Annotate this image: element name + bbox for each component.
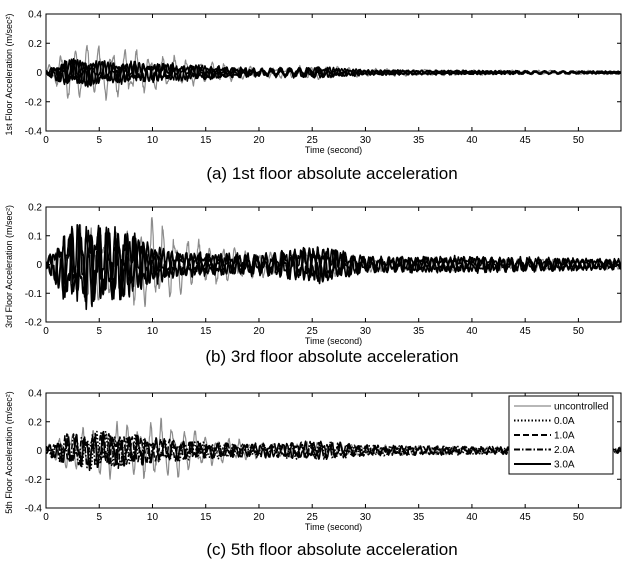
y-tick-label: -0.2: [25, 318, 43, 329]
x-tick-label: 50: [573, 512, 585, 523]
y-axis-label-c: 5th Floor Acceleration (m/sec²): [4, 391, 14, 514]
x-tick-label: 5: [96, 135, 102, 146]
x-tick-label: 20: [253, 135, 265, 146]
x-tick-label: 25: [307, 135, 319, 146]
legend-label-0.0A: 0.0A: [554, 416, 575, 427]
x-tick-label: 0: [43, 326, 49, 337]
x-tick-label: 10: [147, 326, 159, 337]
caption-b: (b) 3rd floor absolute acceleration: [205, 347, 459, 366]
x-tick-label: 40: [466, 512, 478, 523]
y-tick-label: 0.2: [28, 417, 42, 428]
legend-label-2.0A: 2.0A: [554, 445, 575, 456]
x-tick-label: 30: [360, 512, 372, 523]
series-3.0A-b: [46, 224, 621, 303]
y-tick-label: 0.1: [28, 231, 42, 242]
y-tick-label: 0: [36, 68, 42, 79]
x-tick-label: 20: [253, 512, 265, 523]
x-tick-label: 15: [200, 135, 212, 146]
x-tick-label: 0: [43, 135, 49, 146]
x-tick-label: 40: [466, 326, 478, 337]
series-group-b: [46, 217, 621, 311]
series-3.0A-a: [46, 59, 621, 87]
x-axis-label-a: Time (second): [305, 145, 362, 155]
y-tick-label: 0: [36, 446, 42, 457]
legend: uncontrolled 0.0A 1.0A 2.0A 3.0A: [508, 395, 614, 475]
y-tick-label: 0: [36, 260, 42, 271]
panel-b: 0 5 10 15 20 25 30 35 40 45 50 -0.2 -0.1 0 0.1 0.2 Time …: [4, 203, 622, 346]
x-tick-label: 50: [573, 326, 585, 337]
legend-label-3.0A: 3.0A: [554, 460, 575, 471]
x-tick-label: 0: [43, 512, 49, 523]
x-tick-label: 10: [147, 512, 159, 523]
y-axis-label-b: 3rd Floor Acceleration (m/sec²): [4, 205, 14, 328]
y-tick-label: 0.2: [28, 39, 42, 50]
x-tick-label: 30: [360, 326, 372, 337]
y-tick-label: -0.2: [25, 97, 43, 108]
y-tick-label: -0.4: [25, 127, 43, 138]
caption-a: (a) 1st floor absolute acceleration: [206, 164, 458, 183]
y-tick-label: -0.2: [25, 475, 43, 486]
x-tick-label: 35: [413, 326, 425, 337]
y-tick-label: 0.4: [28, 389, 42, 400]
panel-c: 0 5 10 15 20 25 30 35 40 45 50 -0.4 -0.2 0 0.2 0.4 Time …: [4, 389, 622, 532]
legend-label-uncontrolled: uncontrolled: [554, 402, 608, 413]
x-tick-label: 25: [307, 512, 319, 523]
x-tick-label: 45: [520, 135, 532, 146]
x-axis-label-b: Time (second): [305, 336, 362, 346]
x-tick-label: 35: [413, 135, 425, 146]
x-tick-label: 30: [360, 135, 372, 146]
y-axis-label-a: 1st Floor Acceleration (m/sec²): [4, 13, 14, 135]
x-tick-label: 35: [413, 512, 425, 523]
x-tick-label: 40: [466, 135, 478, 146]
x-tick-label: 5: [96, 326, 102, 337]
x-tick-label: 10: [147, 135, 159, 146]
y-tick-label: -0.4: [25, 504, 43, 515]
panel-a: 0 5 10 15 20 25 30 35 40 45 50 -0.4 -0.2 0 0.2 0.4 Time …: [4, 10, 622, 155]
x-tick-label: 45: [520, 512, 532, 523]
x-tick-label: 15: [200, 326, 212, 337]
legend-label-1.0A: 1.0A: [554, 431, 575, 442]
y-tick-label: 0.2: [28, 203, 42, 214]
series-group-a: [46, 44, 621, 101]
x-tick-label: 15: [200, 512, 212, 523]
y-tick-label: 0.4: [28, 10, 42, 21]
x-axis-label-c: Time (second): [305, 522, 362, 532]
caption-c: (c) 5th floor absolute acceleration: [206, 540, 458, 559]
x-tick-label: 25: [307, 326, 319, 337]
x-tick-label: 20: [253, 326, 265, 337]
x-tick-label: 45: [520, 326, 532, 337]
x-tick-label: 5: [96, 512, 102, 523]
y-tick-label: -0.1: [25, 289, 43, 300]
x-tick-label: 50: [573, 135, 585, 146]
